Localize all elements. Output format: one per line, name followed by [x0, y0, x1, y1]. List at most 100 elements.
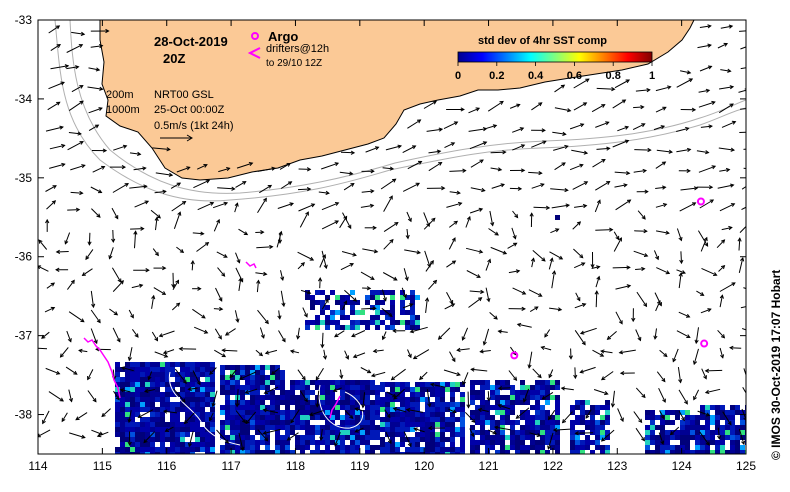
sst-cell	[295, 415, 300, 420]
current-vector	[71, 85, 84, 93]
sst-cell	[140, 377, 145, 382]
sst-cell	[120, 397, 125, 402]
sst-cell	[575, 445, 580, 450]
sst-cell	[505, 445, 510, 450]
current-vector	[192, 231, 205, 236]
sst-cell	[410, 452, 415, 454]
sst-cell	[670, 420, 675, 425]
sst-cell	[360, 430, 365, 435]
sst-cell	[370, 385, 375, 390]
current-vector	[131, 283, 144, 289]
sst-cell	[420, 452, 425, 454]
sst-cell	[600, 445, 605, 450]
sst-cell	[555, 450, 560, 454]
sst-cell	[705, 445, 710, 450]
sst-cell	[390, 402, 395, 407]
current-vector	[553, 144, 569, 151]
current-vector	[679, 70, 692, 75]
current-vector	[361, 189, 375, 194]
sst-cell	[115, 362, 120, 367]
current-vector	[700, 236, 708, 252]
sst-cell	[305, 385, 310, 390]
sst-cell	[365, 445, 370, 450]
sst-cell	[380, 442, 385, 447]
sst-cell	[280, 415, 285, 420]
current-vector	[718, 264, 726, 272]
sst-cell	[355, 300, 360, 305]
sst-cell	[410, 427, 415, 432]
current-vector	[549, 251, 564, 260]
sst-cell	[555, 435, 560, 440]
current-vector	[152, 248, 159, 257]
sst-cell	[325, 315, 330, 320]
sst-cell	[205, 402, 210, 407]
sst-cell	[595, 425, 600, 430]
sst-cell	[245, 385, 250, 390]
sst-cell	[250, 450, 255, 454]
current-vector	[419, 371, 428, 381]
sst-stddev-layer	[115, 215, 746, 454]
sst-cell	[235, 425, 240, 430]
current-vector	[321, 202, 340, 211]
sst-cell	[350, 400, 355, 405]
sst-cell	[555, 440, 560, 445]
sst-cell	[140, 397, 145, 402]
sst-cell	[125, 362, 130, 367]
current-vector	[704, 368, 723, 373]
sst-cell	[370, 430, 375, 435]
sst-cell	[200, 362, 205, 367]
sst-cell	[275, 425, 280, 430]
sst-cell	[220, 385, 225, 390]
sst-cell	[545, 400, 550, 405]
sst-cell	[170, 442, 175, 447]
sst-cell	[180, 447, 185, 452]
sst-cell	[150, 437, 155, 442]
sst-cell	[315, 450, 320, 454]
sst-cell	[175, 427, 180, 432]
current-vector	[635, 329, 642, 342]
current-vector	[192, 308, 206, 319]
sst-cell	[185, 362, 190, 367]
sst-cell	[270, 390, 275, 395]
sst-cell	[150, 397, 155, 402]
sst-cell	[410, 300, 415, 305]
sst-cell	[120, 402, 125, 407]
current-vector	[214, 349, 227, 358]
current-vector	[469, 207, 484, 214]
current-vector	[385, 431, 392, 445]
sst-cell	[665, 445, 670, 450]
current-vector	[217, 186, 236, 191]
sst-cell	[720, 430, 725, 435]
current-vector	[700, 308, 712, 314]
sst-cell	[195, 422, 200, 427]
sst-cell	[315, 320, 320, 325]
sst-cell	[370, 295, 375, 300]
sst-cell	[170, 437, 175, 442]
sst-cell	[585, 445, 590, 450]
sst-cell	[420, 397, 425, 402]
current-vector	[653, 125, 666, 131]
sst-cell	[585, 440, 590, 445]
sst-cell	[315, 425, 320, 430]
sst-cell	[410, 325, 415, 330]
sst-cell	[410, 437, 415, 442]
sst-cell	[325, 400, 330, 405]
current-vector	[573, 248, 584, 259]
sst-cell	[320, 320, 325, 325]
sst-cell	[405, 402, 410, 407]
current-vector	[300, 289, 312, 295]
sst-cell	[325, 450, 330, 454]
current-vector	[321, 220, 340, 230]
sst-cell	[510, 390, 515, 395]
sst-cell	[210, 382, 215, 387]
current-vector	[729, 345, 742, 350]
current-vector	[309, 410, 324, 417]
sst-cell	[540, 410, 545, 415]
sst-cell	[675, 445, 680, 450]
sst-cell	[405, 325, 410, 330]
sst-cell	[195, 407, 200, 412]
sst-cell	[205, 387, 210, 392]
sst-cell	[155, 392, 160, 397]
sst-cell	[240, 415, 245, 420]
sst-cell	[420, 432, 425, 437]
